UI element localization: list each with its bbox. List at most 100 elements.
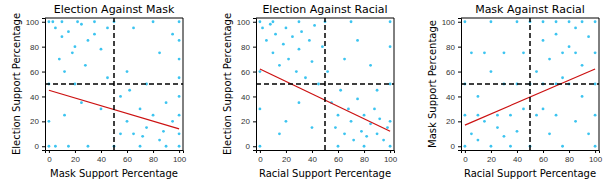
frame — [461, 18, 599, 19]
scatter-point — [71, 51, 74, 54]
scatter-point — [464, 145, 467, 148]
tick-mark — [595, 150, 596, 153]
scatter-point — [259, 108, 262, 111]
tick: 0 — [246, 142, 256, 151]
tick: 40 — [241, 93, 256, 102]
scatter-point — [278, 64, 281, 67]
tick: 20 — [446, 117, 461, 126]
scatter-point — [67, 30, 70, 33]
tick-mark — [458, 47, 461, 48]
scatter-point — [152, 20, 155, 23]
scatter-point — [568, 20, 571, 23]
scatter-point — [389, 120, 392, 123]
tick-label: 20 — [282, 155, 291, 164]
scatter-point — [581, 64, 584, 67]
tick: 100 — [442, 18, 461, 27]
scatter-point — [178, 58, 181, 61]
scatter-point — [574, 51, 577, 54]
scatter-point — [369, 64, 372, 67]
tick-mark — [42, 72, 45, 73]
frame — [256, 18, 394, 19]
tick: 60 — [334, 150, 343, 164]
scatter-point — [165, 101, 168, 104]
scatter-point — [132, 27, 135, 30]
scatter-point — [178, 76, 181, 79]
scatter-point — [555, 33, 558, 36]
scatter-point — [261, 27, 264, 30]
scatter-point — [561, 51, 564, 54]
scatter-point — [298, 48, 301, 51]
scatter-point — [126, 120, 129, 123]
tick-label: 0 — [35, 142, 40, 151]
tick-label: 60 — [334, 155, 343, 164]
scatter-point — [119, 95, 122, 98]
tick: 40 — [97, 150, 106, 164]
scatter-point — [574, 120, 577, 123]
tick-mark — [286, 150, 287, 153]
scatter-point — [587, 35, 590, 38]
scatter-point — [389, 45, 392, 48]
scatter-point — [54, 27, 57, 30]
tick-label: 40 — [308, 155, 317, 164]
scatter-point — [389, 20, 392, 23]
scatter-point — [61, 35, 64, 38]
scatter-point — [321, 45, 324, 48]
scatter-point — [568, 45, 571, 48]
tick-label: 100 — [237, 18, 251, 27]
tick: 80 — [360, 150, 369, 164]
scatter-point — [48, 145, 51, 148]
tick: 40 — [513, 150, 522, 164]
reference-line — [461, 83, 599, 85]
scatter-point — [67, 145, 70, 148]
scatter-point — [265, 39, 268, 42]
scatter-point — [496, 114, 499, 117]
x-axis: 020406080100 — [257, 150, 398, 164]
scatter-point — [274, 33, 277, 36]
scatter-point — [483, 51, 486, 54]
scatter-point — [87, 145, 90, 148]
scatter-point — [581, 95, 584, 98]
scatter-point — [356, 98, 359, 101]
tick-mark — [517, 150, 518, 153]
scatter-point — [311, 126, 314, 129]
scatter-point — [360, 130, 363, 133]
scatter-point — [298, 101, 301, 104]
chart-title: Election Against Mask — [54, 3, 175, 16]
tick-label: 80 — [446, 43, 455, 52]
tick: 40 — [446, 93, 461, 102]
scatter-point — [119, 132, 122, 135]
scatter-point — [561, 76, 564, 79]
scatter-point — [76, 20, 79, 23]
scatter-point — [84, 64, 87, 67]
scatter-point — [373, 108, 376, 111]
scatter-point — [490, 145, 493, 148]
tick: 100 — [384, 150, 398, 164]
x-axis-title: Racial Support Percentage — [259, 168, 391, 179]
scatter-point — [259, 70, 262, 73]
tick-label: 60 — [123, 155, 132, 164]
scatter-point — [594, 114, 597, 117]
scatter-point — [352, 139, 355, 142]
tick-mark — [127, 150, 128, 153]
tick: 0 — [451, 142, 461, 151]
scatter-point — [291, 35, 294, 38]
scatter-point — [470, 132, 473, 135]
scatter-point — [106, 27, 109, 30]
scatter-point — [522, 51, 525, 54]
scatter-point — [145, 126, 148, 129]
scatter-point — [285, 120, 288, 123]
scatter-point — [503, 51, 506, 54]
scatter-point — [317, 83, 320, 86]
tick: 80 — [149, 150, 158, 164]
tick-mark — [465, 150, 466, 153]
scatter-point — [350, 20, 353, 23]
tick-mark — [569, 150, 570, 153]
scatter-point — [93, 33, 96, 36]
tick-mark — [364, 150, 365, 153]
tick-label: 20 — [487, 155, 496, 164]
y-axis: 020406080100 — [237, 18, 257, 152]
tick: 80 — [30, 43, 45, 52]
scatter-point — [48, 20, 51, 23]
tick-mark — [253, 146, 256, 147]
scatter-point — [350, 120, 353, 123]
